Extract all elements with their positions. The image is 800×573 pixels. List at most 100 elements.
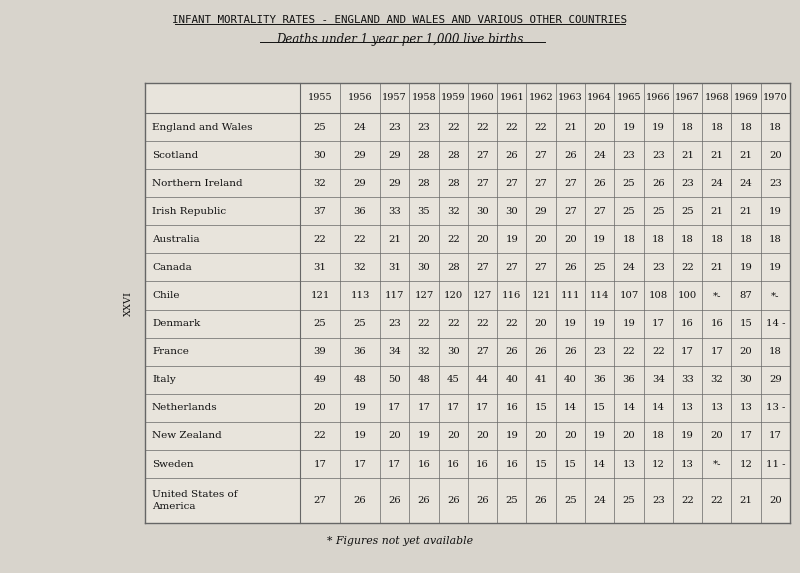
Text: 26: 26 <box>418 496 430 505</box>
Text: 22: 22 <box>710 496 723 505</box>
Text: 13: 13 <box>710 403 723 413</box>
Text: New Zealand: New Zealand <box>152 431 222 441</box>
Text: 20: 20 <box>564 235 577 244</box>
Text: 24: 24 <box>622 263 635 272</box>
Text: 13: 13 <box>622 460 635 469</box>
Text: 26: 26 <box>564 151 577 160</box>
Text: 20: 20 <box>476 235 489 244</box>
Text: 19: 19 <box>418 431 430 441</box>
Text: 23: 23 <box>652 496 665 505</box>
Text: 26: 26 <box>354 496 366 505</box>
Text: 28: 28 <box>418 151 430 160</box>
Text: 20: 20 <box>388 431 401 441</box>
Text: 22: 22 <box>506 123 518 132</box>
Text: 22: 22 <box>447 319 459 328</box>
Text: 108: 108 <box>649 291 668 300</box>
Text: 18: 18 <box>740 235 753 244</box>
Text: 22: 22 <box>447 235 459 244</box>
Text: 33: 33 <box>388 207 401 216</box>
Text: 18: 18 <box>769 235 782 244</box>
Text: * Figures not yet available: * Figures not yet available <box>327 536 473 546</box>
Text: 16: 16 <box>447 460 459 469</box>
Text: 19: 19 <box>594 235 606 244</box>
Text: 11 -: 11 - <box>766 460 785 469</box>
Text: 25: 25 <box>314 123 326 132</box>
Text: 36: 36 <box>354 347 366 356</box>
Text: 1968: 1968 <box>705 93 729 103</box>
Text: 15: 15 <box>564 460 577 469</box>
Text: 27: 27 <box>506 263 518 272</box>
Text: 25: 25 <box>564 496 577 505</box>
Text: 17: 17 <box>476 403 489 413</box>
Text: 26: 26 <box>594 179 606 188</box>
Text: 19: 19 <box>769 207 782 216</box>
Text: 1969: 1969 <box>734 93 758 103</box>
Text: 113: 113 <box>350 291 370 300</box>
Text: INFANT MORTALITY RATES - ENGLAND AND WALES AND VARIOUS OTHER COUNTRIES: INFANT MORTALITY RATES - ENGLAND AND WAL… <box>173 15 627 25</box>
Text: 16: 16 <box>418 460 430 469</box>
Text: Sweden: Sweden <box>152 460 194 469</box>
Text: 22: 22 <box>354 235 366 244</box>
Text: 28: 28 <box>447 151 459 160</box>
Text: 1960: 1960 <box>470 93 495 103</box>
Text: 26: 26 <box>506 347 518 356</box>
Text: 28: 28 <box>447 263 459 272</box>
Text: 14: 14 <box>593 460 606 469</box>
Text: 19: 19 <box>769 263 782 272</box>
Text: 22: 22 <box>681 263 694 272</box>
Text: 17: 17 <box>354 460 366 469</box>
Text: 17: 17 <box>769 431 782 441</box>
Text: 18: 18 <box>622 235 635 244</box>
Text: Deaths under 1 year per 1,000 live births: Deaths under 1 year per 1,000 live birth… <box>276 33 524 46</box>
Text: 30: 30 <box>740 375 753 384</box>
Text: 36: 36 <box>354 207 366 216</box>
Text: 19: 19 <box>622 319 635 328</box>
Text: 19: 19 <box>652 123 665 132</box>
Text: 1959: 1959 <box>441 93 466 103</box>
Text: 1967: 1967 <box>675 93 700 103</box>
Text: 1956: 1956 <box>348 93 372 103</box>
Text: 25: 25 <box>354 319 366 328</box>
Text: 1962: 1962 <box>529 93 554 103</box>
Text: *-: *- <box>713 291 721 300</box>
Text: 1966: 1966 <box>646 93 670 103</box>
Text: 30: 30 <box>314 151 326 160</box>
Text: 23: 23 <box>418 123 430 132</box>
Text: 29: 29 <box>388 179 401 188</box>
Text: 35: 35 <box>418 207 430 216</box>
Text: 25: 25 <box>652 207 665 216</box>
Text: Northern Ireland: Northern Ireland <box>152 179 242 188</box>
Text: 16: 16 <box>506 403 518 413</box>
Text: 32: 32 <box>418 347 430 356</box>
Text: *-: *- <box>713 460 721 469</box>
Text: 45: 45 <box>446 375 460 384</box>
Text: 23: 23 <box>388 123 401 132</box>
Text: 17: 17 <box>446 403 460 413</box>
Text: 15: 15 <box>534 460 547 469</box>
Text: 28: 28 <box>418 179 430 188</box>
Text: 16: 16 <box>506 460 518 469</box>
Text: Australia: Australia <box>152 235 200 244</box>
Text: 27: 27 <box>476 151 489 160</box>
Text: 22: 22 <box>534 123 547 132</box>
Text: 13: 13 <box>681 403 694 413</box>
Text: 40: 40 <box>506 375 518 384</box>
Text: 32: 32 <box>354 263 366 272</box>
Text: 20: 20 <box>534 431 547 441</box>
Text: 16: 16 <box>710 319 723 328</box>
Text: 22: 22 <box>681 496 694 505</box>
Text: 26: 26 <box>534 347 547 356</box>
Text: 21: 21 <box>740 207 753 216</box>
Text: 23: 23 <box>652 263 665 272</box>
Text: 49: 49 <box>314 375 326 384</box>
Bar <box>145 83 790 523</box>
Text: 39: 39 <box>314 347 326 356</box>
Text: 32: 32 <box>710 375 723 384</box>
Text: 20: 20 <box>447 431 459 441</box>
Text: 27: 27 <box>534 263 547 272</box>
Text: 25: 25 <box>506 496 518 505</box>
Text: 24: 24 <box>740 179 753 188</box>
Text: 26: 26 <box>534 496 547 505</box>
Text: 24: 24 <box>594 151 606 160</box>
Text: 29: 29 <box>769 375 782 384</box>
